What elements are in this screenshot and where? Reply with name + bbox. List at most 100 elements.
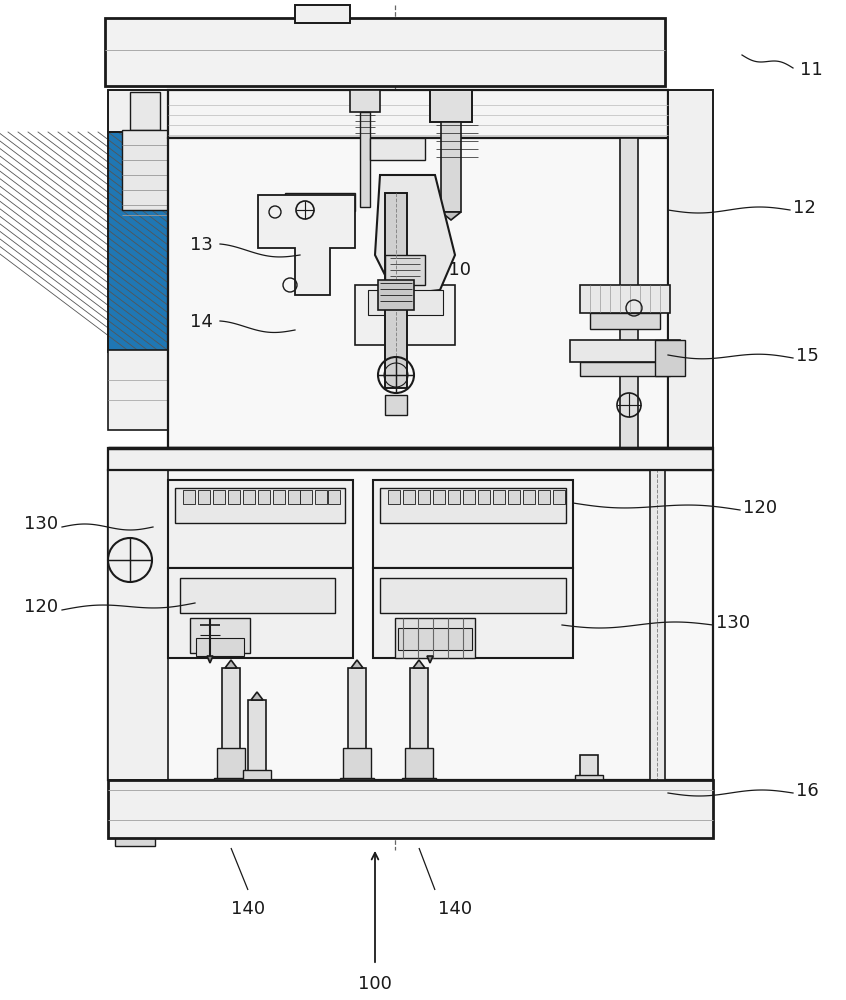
Bar [538, 490, 550, 504]
Bar [115, 818, 155, 846]
Bar [570, 340, 680, 362]
Polygon shape [225, 660, 237, 668]
Bar [258, 490, 270, 504]
Bar [105, 18, 665, 86]
Polygon shape [207, 656, 213, 663]
Polygon shape [351, 660, 363, 668]
Bar [240, 780, 274, 800]
Bar [418, 490, 430, 504]
Bar [373, 568, 573, 658]
Bar [388, 490, 400, 504]
Bar [108, 132, 180, 352]
Polygon shape [375, 175, 455, 295]
Bar [410, 668, 428, 783]
Bar [350, 90, 380, 112]
Bar [243, 770, 271, 808]
Bar [575, 775, 603, 800]
Bar [340, 778, 374, 800]
Bar [553, 490, 565, 504]
Bar [168, 138, 668, 448]
Bar [441, 122, 461, 212]
Bar [130, 92, 160, 130]
Bar [168, 90, 668, 138]
Bar [590, 313, 660, 329]
Bar [398, 628, 472, 650]
Bar [463, 490, 475, 504]
Bar [108, 90, 180, 132]
Bar [403, 490, 415, 504]
Bar [668, 90, 713, 448]
Bar [214, 778, 248, 800]
Bar [620, 138, 638, 448]
Text: 120: 120 [743, 499, 777, 517]
Bar [580, 362, 670, 376]
Bar [300, 490, 312, 504]
Bar [183, 490, 195, 504]
Text: 140: 140 [231, 900, 265, 918]
Polygon shape [427, 656, 433, 663]
Bar [288, 490, 300, 504]
Bar [405, 748, 433, 788]
Bar [248, 700, 266, 785]
Text: 130: 130 [716, 614, 750, 632]
Polygon shape [251, 692, 263, 700]
Bar [402, 778, 436, 800]
Text: 13: 13 [190, 236, 213, 254]
Bar [395, 618, 475, 658]
Bar [650, 448, 665, 793]
Bar [222, 668, 240, 783]
Bar [108, 350, 168, 430]
Bar [360, 112, 370, 207]
Bar [295, 5, 350, 23]
Text: 120: 120 [24, 598, 58, 616]
Text: 15: 15 [796, 347, 819, 365]
Bar [493, 490, 505, 504]
Text: 12: 12 [793, 199, 816, 217]
Bar [370, 138, 425, 160]
Polygon shape [258, 195, 355, 295]
Bar [273, 490, 285, 504]
Text: 110: 110 [437, 261, 471, 279]
Bar [175, 488, 345, 523]
Bar [343, 748, 371, 788]
Bar [120, 780, 150, 835]
Bar [430, 90, 472, 122]
Bar [108, 448, 713, 470]
Text: 16: 16 [796, 782, 819, 800]
Bar [385, 193, 407, 388]
Bar [478, 490, 490, 504]
Text: 14: 14 [190, 313, 213, 331]
Bar [448, 490, 460, 504]
Bar [580, 755, 598, 793]
Bar [108, 470, 168, 780]
Bar [523, 490, 535, 504]
Bar [378, 280, 414, 310]
Bar [122, 130, 168, 210]
Bar [348, 668, 366, 783]
Bar [168, 480, 353, 568]
Bar [217, 748, 245, 788]
Bar [385, 395, 407, 415]
Bar [190, 618, 250, 653]
Bar [373, 480, 573, 568]
Text: 100: 100 [358, 975, 392, 993]
Bar [315, 490, 327, 504]
Polygon shape [413, 660, 425, 668]
Bar [228, 490, 240, 504]
Bar [108, 132, 180, 352]
Bar [368, 290, 443, 315]
Bar [243, 490, 255, 504]
Text: 140: 140 [438, 900, 472, 918]
Text: 11: 11 [800, 61, 823, 79]
Bar [168, 568, 353, 658]
Bar [328, 490, 340, 504]
Bar [213, 490, 225, 504]
Bar [108, 470, 713, 780]
Bar [285, 193, 355, 211]
Text: 130: 130 [24, 515, 58, 533]
Bar [433, 490, 445, 504]
Bar [198, 490, 210, 504]
Bar [655, 340, 685, 376]
Bar [380, 488, 566, 523]
Bar [180, 578, 335, 613]
